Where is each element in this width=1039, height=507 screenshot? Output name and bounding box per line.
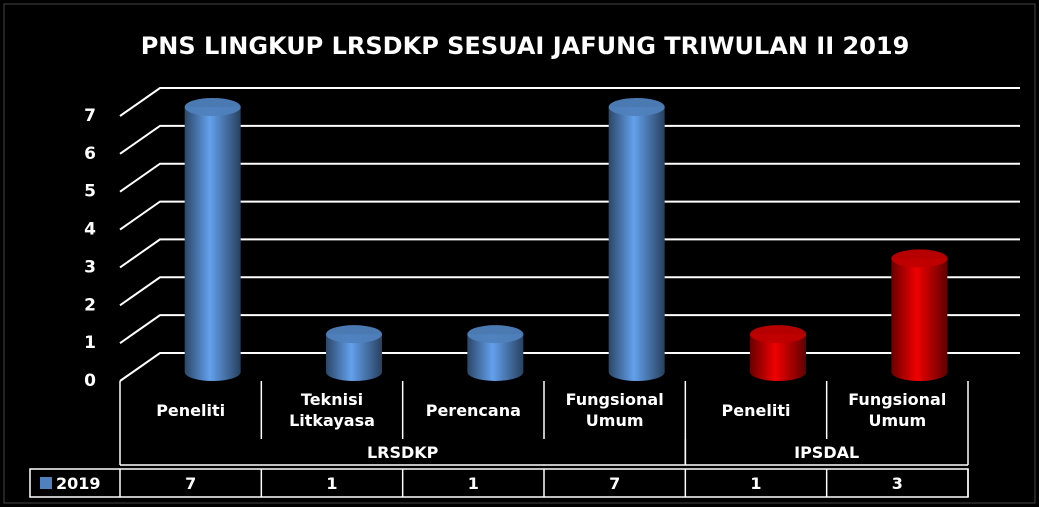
bar [891,249,948,381]
grid-line [119,162,1020,193]
data-label: 1 [750,473,762,493]
bar-top [467,325,524,344]
data-label: 7 [609,473,621,493]
bar-body [891,258,948,381]
bar-top [608,98,665,116]
bar [467,325,524,381]
legend-label: 2019 [56,473,101,493]
group-label: LRSDKP [366,442,439,462]
bar-top [750,325,806,344]
data-label: 1 [326,473,338,493]
y-tick-label: 4 [84,220,96,240]
data-label: 1 [467,473,479,493]
grid-line [119,238,1020,269]
chart-title: PNS LINGKUP LRSDKP SESUAI JAFUNG TRIWULA… [141,32,910,60]
y-tick-label: 0 [84,371,96,391]
bar-body [608,107,665,381]
y-tick-label: 5 [84,182,96,202]
category-label: Peneliti [156,400,226,420]
category-label: Perencana [425,400,521,420]
bar [608,98,665,381]
bar-body [326,334,382,381]
data-label: 7 [185,473,197,493]
category-label: Fungsional Umum [848,390,947,430]
y-tick-label: 3 [84,257,96,277]
y-tick-label: 1 [84,333,96,353]
category-label: Fungsional Umum [565,390,664,430]
data-label: 3 [891,473,903,493]
bar-top [891,249,948,268]
y-tick-label: 2 [84,295,96,315]
category-label: Teknisi Litkayasa [289,390,375,430]
bar-body [750,334,806,381]
bar [326,325,382,381]
grid-line [119,87,1020,117]
grid-line [119,200,1020,231]
bar-top [326,325,382,344]
bar-body [467,334,524,381]
grid-line [119,314,1020,344]
grid-line [119,352,1020,382]
bar [184,98,241,381]
legend-swatch [40,477,52,489]
y-tick-label: 6 [84,144,96,164]
category-label: Peneliti [721,400,791,420]
grid-line [119,124,1020,155]
bar-body [184,107,241,381]
grid-line [119,276,1020,307]
group-label: IPSDAL [794,442,860,462]
bar [750,325,806,381]
bar-top [184,98,241,116]
frame [3,3,1036,504]
y-tick-label: 7 [84,106,96,126]
